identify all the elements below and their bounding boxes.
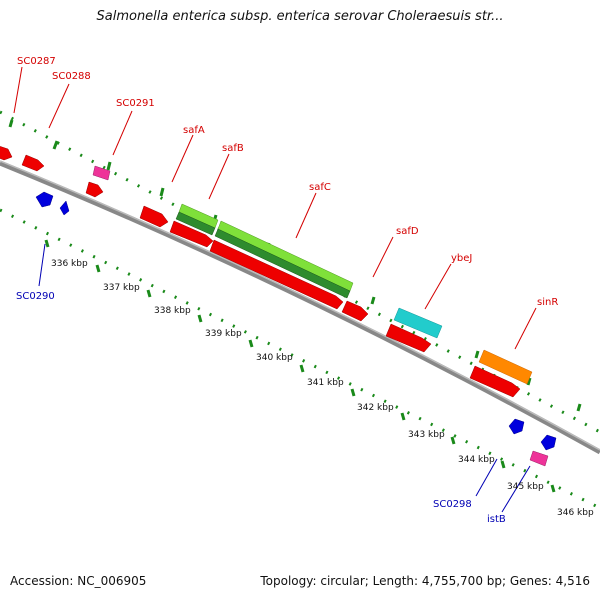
gene-feature-sc0298[interactable] <box>540 434 557 451</box>
gene-label-safD[interactable]: safD <box>396 226 419 237</box>
axis-label: 344 kbp <box>458 455 495 465</box>
gene-label-sc0290[interactable]: SC0290 <box>16 291 55 302</box>
gene-feature-safA-cds[interactable] <box>139 205 169 228</box>
gene-feature-istB[interactable] <box>529 450 549 467</box>
axis-label: 340 kbp <box>256 353 293 363</box>
map-title: Salmonella enterica subsp. enterica sero… <box>96 9 504 24</box>
gene-feature-safB-green[interactable] <box>175 211 216 236</box>
gene-feature-safC-green[interactable] <box>214 228 351 299</box>
genome-backbone <box>0 160 600 455</box>
forward-gene-labels: SC0287 SC0288 SC0291 safA safB safC safD… <box>17 56 558 308</box>
leader-lines-forward <box>13 66 537 350</box>
genome-summary-text: Topology: circular; Length: 4,755,700 bp… <box>260 574 590 588</box>
gene-feature-ybeJ[interactable] <box>393 307 443 339</box>
inner-track-ticks <box>44 239 556 493</box>
accession-text: Accession: NC_006905 <box>10 574 147 588</box>
axis-label: 339 kbp <box>205 329 242 339</box>
axis-label: 346 kbp <box>557 508 594 518</box>
gene-feature-sinR[interactable] <box>478 349 533 385</box>
gene-label-safC[interactable]: safC <box>309 182 331 193</box>
axis-label: 345 kbp <box>507 482 544 492</box>
reverse-features <box>35 191 557 467</box>
inner-track <box>0 208 600 510</box>
gene-feature-sc0291-trna[interactable] <box>92 165 111 181</box>
gene-feature-sc0291[interactable] <box>85 181 104 198</box>
gene-label-sc0291[interactable]: SC0291 <box>116 98 155 109</box>
reverse-gene-labels: SC0290 SC0298 istB <box>16 291 506 525</box>
gene-label-sc0298[interactable]: SC0298 <box>433 499 472 510</box>
forward-features <box>0 145 533 398</box>
gene-label-sc0288[interactable]: SC0288 <box>52 71 91 82</box>
gene-label-safB[interactable]: safB <box>222 143 244 154</box>
gene-label-safA[interactable]: safA <box>183 125 205 136</box>
gene-feature-sc0290-small[interactable] <box>59 200 70 216</box>
gene-label-sc0287[interactable]: SC0287 <box>17 56 56 67</box>
gene-feature-sc0297[interactable] <box>508 418 525 435</box>
gene-label-istB[interactable]: istB <box>487 514 506 525</box>
axis-label: 341 kbp <box>307 378 344 388</box>
gene-label-ybeJ[interactable]: ybeJ <box>451 253 472 264</box>
axis-label: 343 kbp <box>408 430 445 440</box>
gene-feature-ybeJ-cds[interactable] <box>385 323 432 353</box>
gene-feature-safD[interactable] <box>341 300 369 322</box>
leader-lines-reverse <box>38 243 531 513</box>
gene-feature-sc0288[interactable] <box>21 154 45 172</box>
axis-label: 336 kbp <box>51 259 88 269</box>
gene-feature-sinR-cds[interactable] <box>469 365 521 398</box>
gene-label-sinR[interactable]: sinR <box>537 297 558 308</box>
gene-feature-safB-cds[interactable] <box>169 220 214 248</box>
gene-feature-sc0287[interactable] <box>0 145 13 161</box>
gene-feature-safC-cds[interactable] <box>209 239 344 310</box>
gene-feature-sc0290[interactable] <box>35 191 54 208</box>
axis-label: 337 kbp <box>103 283 140 293</box>
axis-label: 342 kbp <box>357 403 394 413</box>
axis-labels: 336 kbp 337 kbp 338 kbp 339 kbp 340 kbp … <box>51 259 594 518</box>
axis-label: 338 kbp <box>154 306 191 316</box>
